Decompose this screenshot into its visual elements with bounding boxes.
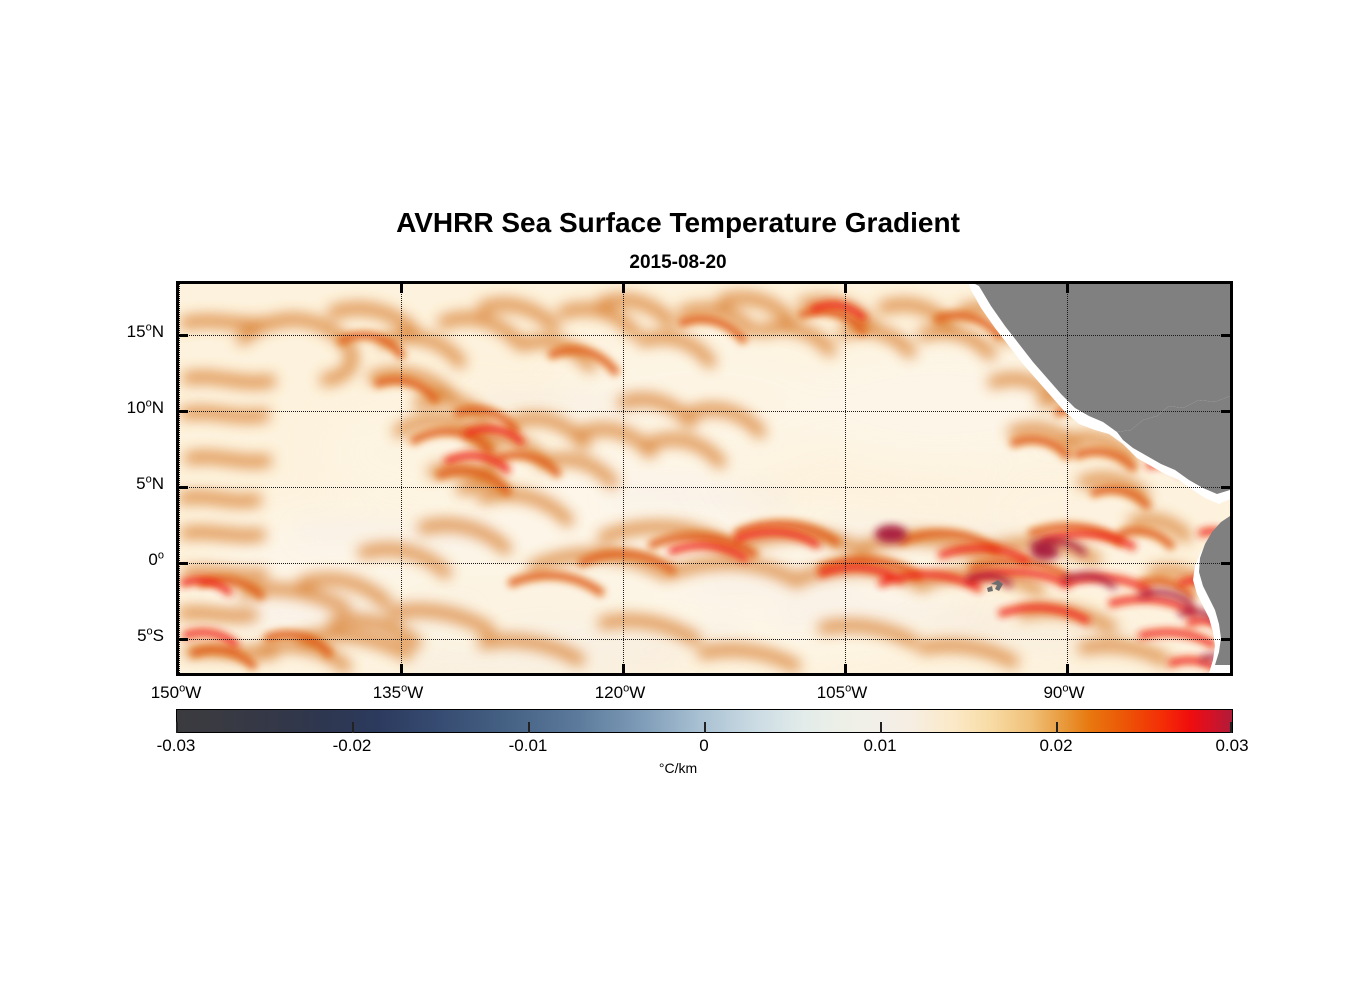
xlabel-90w-value: 90 [1043,683,1063,702]
colorbar-tick-6 [1230,722,1232,733]
tick-lon-90w-top [1066,284,1069,293]
tick-lat-0-left [179,562,188,565]
sst-gradient-heatmap [179,284,1230,673]
map-axes[interactable] [176,281,1233,676]
tick-lat-10n-right [1221,410,1230,413]
ylabel-15n-suffix: N [151,322,164,341]
tick-lat-0-right [1221,562,1230,565]
colorbar-label-002: 0.02 [1039,736,1073,755]
colorbar-label-m002: -0.02 [332,736,372,755]
tick-lat-5n-right [1221,486,1230,489]
degree-symbol: o [401,682,408,695]
tick-lon-105w-top [844,284,847,293]
colorbar-label-m003: -0.03 [156,736,196,755]
xlabel-150w-value: 150 [150,683,180,702]
colorbar-tick-0 [176,722,178,733]
xlabel-90w-suffix: W [1068,683,1085,702]
xlabel-105w-value: 105 [816,683,846,702]
tick-lon-135w-bottom [400,664,403,673]
degree-symbol: o [145,321,152,334]
ylabel-10n-value: 10 [126,398,146,417]
ylabel-10n: 10oN [44,398,164,418]
xlabel-120w: 120oW [560,683,680,703]
tick-lon-120w-top [622,284,625,293]
ylabel-5n: 5oN [44,474,164,494]
xlabel-120w-value: 120 [594,683,624,702]
xlabel-135w: 135oW [338,683,458,703]
degree-symbol: o [157,549,164,562]
ylabel-5n-value: 5 [136,474,146,493]
xlabel-90w: 90oW [1004,683,1124,703]
ylabel-5s: 5oS [44,626,164,646]
colorbar-label-m001: -0.01 [508,736,548,755]
degree-symbol: o [1062,682,1069,695]
degree-symbol: o [146,625,153,638]
colorbar-tick-5 [1056,722,1058,733]
ylabel-15n: 15oN [44,322,164,342]
tick-lat-5s-left [179,638,188,641]
ylabel-10n-suffix: N [151,398,164,417]
ylabel-5s-suffix: S [152,626,164,645]
tick-lat-15n-left [179,334,188,337]
ylabel-5s-value: 5 [137,626,147,645]
tick-lat-15n-right [1221,334,1230,337]
colorbar-label-003: 0.03 [1215,736,1249,755]
colorbar-unit-label: °C/km [658,760,698,776]
colorbar-tick-1 [352,722,354,733]
degree-symbol: o [145,473,152,486]
degree-symbol: o [145,397,152,410]
tick-lon-105w-bottom [844,664,847,673]
ylabel-15n-value: 15 [126,322,146,341]
xlabel-135w-value: 135 [372,683,402,702]
xlabel-105w-suffix: W [851,683,868,702]
tick-lat-5n-left [179,486,188,489]
degree-symbol: o [623,682,630,695]
xlabel-135w-suffix: W [407,683,424,702]
colorbar-tick-4 [880,722,882,733]
tick-lon-120w-bottom [622,664,625,673]
xlabel-105w: 105oW [782,683,902,703]
tick-lon-135w-top [400,284,403,293]
tick-lat-10n-left [179,410,188,413]
degree-symbol: o [845,682,852,695]
colorbar-tick-3 [704,722,706,733]
tick-lat-5s-right [1221,638,1230,641]
galapagos-islands [987,580,1003,592]
colorbar[interactable] [176,709,1233,733]
xlabel-120w-suffix: W [629,683,646,702]
figure-subtitle: 2015-08-20 [629,252,727,273]
ylabel-0-value: 0 [148,550,158,569]
page-title: AVHRR Sea Surface Temperature Gradient [396,207,960,238]
xlabel-150w-suffix: W [185,683,202,702]
ylabel-5n-suffix: N [151,474,164,493]
colorbar-label-001: 0.01 [863,736,897,755]
tick-lon-90w-bottom [1066,664,1069,673]
colorbar-tick-2 [528,722,530,733]
colorbar-label-0: 0 [699,736,709,755]
xlabel-150w: 150oW [116,683,236,703]
degree-symbol: o [179,682,186,695]
ylabel-0: 0o [44,550,164,570]
